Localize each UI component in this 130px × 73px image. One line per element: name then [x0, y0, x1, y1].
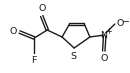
Text: F: F [32, 56, 37, 65]
Text: +: + [105, 26, 112, 35]
Text: O: O [38, 4, 45, 13]
Text: N: N [100, 31, 107, 39]
Text: O: O [9, 28, 17, 36]
Text: −: − [122, 16, 130, 25]
Text: O: O [100, 54, 108, 63]
Text: S: S [70, 52, 76, 61]
Text: O: O [117, 19, 124, 28]
